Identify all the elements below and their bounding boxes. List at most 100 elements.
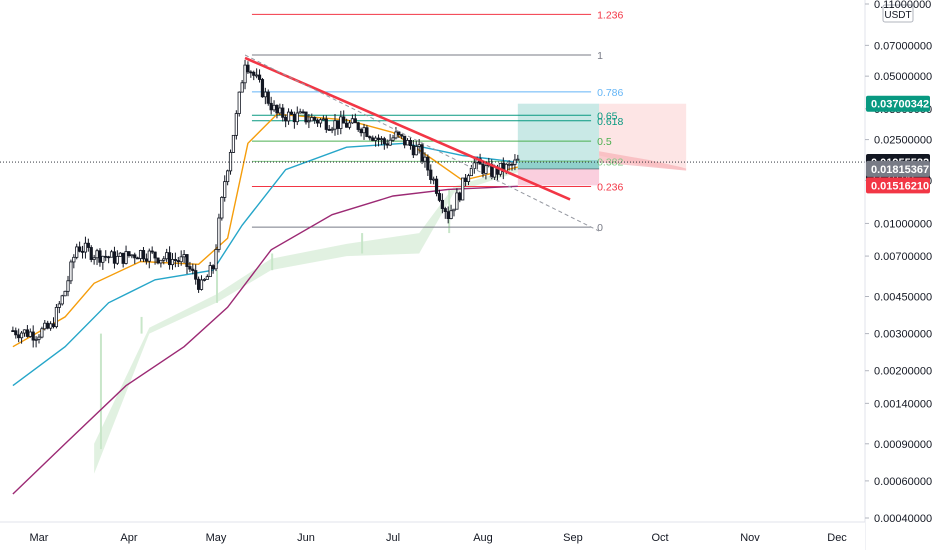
candle — [403, 135, 407, 149]
candle — [136, 256, 140, 260]
candle — [382, 136, 386, 150]
candle — [376, 134, 381, 147]
candle — [452, 208, 456, 217]
candle — [417, 139, 421, 154]
candle — [150, 246, 154, 255]
candle — [298, 108, 302, 114]
candle — [101, 255, 105, 270]
candle — [130, 254, 134, 259]
candle — [80, 245, 85, 259]
fib-level-label: 0.65 — [597, 110, 618, 122]
candle — [92, 254, 96, 265]
cloud-step — [361, 233, 364, 254]
time-tick-label: Nov — [740, 532, 760, 544]
candle — [336, 120, 340, 135]
candle — [228, 149, 233, 175]
candle — [321, 115, 325, 121]
candle — [208, 261, 212, 278]
candle — [11, 326, 15, 333]
price-tick-label: 0.02500000 — [874, 135, 932, 147]
candle — [153, 251, 157, 265]
candle — [318, 118, 323, 128]
candle — [138, 249, 143, 262]
candle — [234, 110, 238, 140]
fib-level-label: 0.786 — [597, 87, 623, 99]
candle — [260, 77, 265, 98]
fib-level-label: 0 — [597, 222, 603, 234]
candle — [365, 125, 369, 138]
fib-level-label: 0.236 — [597, 182, 623, 194]
fib-level-label: 1.236 — [597, 9, 623, 21]
candle — [252, 70, 256, 81]
price-tick-label: 0.00450000 — [874, 292, 932, 304]
candle — [165, 248, 169, 262]
long-position-tool[interactable] — [517, 103, 600, 186]
time-tick-label: Jun — [297, 532, 315, 544]
stop-zone[interactable] — [517, 168, 600, 186]
candle — [411, 140, 415, 159]
candle — [362, 123, 366, 140]
candle — [339, 110, 343, 135]
candle — [423, 152, 427, 168]
candle — [211, 264, 215, 274]
candle — [257, 69, 262, 83]
candle — [263, 87, 267, 105]
candle — [461, 177, 465, 201]
candle — [350, 114, 355, 124]
forecast-band — [599, 103, 687, 171]
candle — [231, 134, 236, 153]
dashed-trendline[interactable] — [244, 54, 600, 232]
price-tag: 0.03700342 — [866, 95, 930, 112]
candle — [34, 336, 38, 348]
candle — [28, 328, 32, 338]
fib-level-label: 0.5 — [597, 136, 612, 148]
candle — [356, 121, 360, 132]
candle — [176, 256, 180, 267]
profit-zone[interactable] — [517, 103, 600, 169]
candle — [95, 248, 99, 266]
currency-badge[interactable] — [882, 4, 914, 23]
candle — [327, 125, 331, 131]
candle — [104, 250, 108, 262]
candle — [243, 59, 247, 90]
candle — [170, 253, 175, 270]
moving-average-line — [12, 113, 518, 348]
candle — [133, 252, 137, 264]
candle — [22, 329, 27, 337]
candle — [449, 204, 453, 220]
cloud-area — [94, 167, 518, 474]
candle — [278, 103, 282, 116]
candle — [481, 161, 485, 178]
candle — [275, 104, 279, 119]
candle — [324, 115, 328, 133]
candle — [426, 154, 430, 177]
candle — [391, 134, 395, 142]
price-tag-value: 0.01815367 — [871, 164, 929, 176]
candle — [304, 111, 308, 125]
candle — [463, 173, 468, 187]
price-axis[interactable]: USDT 0.110000000.070000000.050000000.035… — [864, 0, 932, 550]
drawn-trendlines[interactable] — [244, 54, 600, 232]
candle — [443, 206, 447, 219]
candle — [156, 257, 160, 265]
candle — [37, 334, 41, 344]
time-axis[interactable]: Mar Apr May Jun Jul Aug Sep Oct Nov Dec — [0, 521, 865, 550]
candle — [310, 113, 314, 122]
candle — [112, 246, 117, 269]
candle — [455, 188, 459, 210]
candle — [255, 68, 259, 79]
candle — [199, 275, 204, 291]
cloud-step — [216, 270, 219, 303]
price-tick-label: 0.00060000 — [874, 476, 932, 488]
price-tick-label: 0.00090000 — [874, 439, 932, 451]
candle — [246, 61, 250, 74]
candle — [14, 327, 18, 339]
candle — [220, 196, 224, 221]
red-trendline[interactable] — [244, 56, 571, 201]
candle — [446, 206, 450, 224]
candle — [124, 245, 128, 265]
candle — [432, 176, 436, 185]
candle — [72, 254, 76, 269]
candle — [434, 175, 439, 197]
